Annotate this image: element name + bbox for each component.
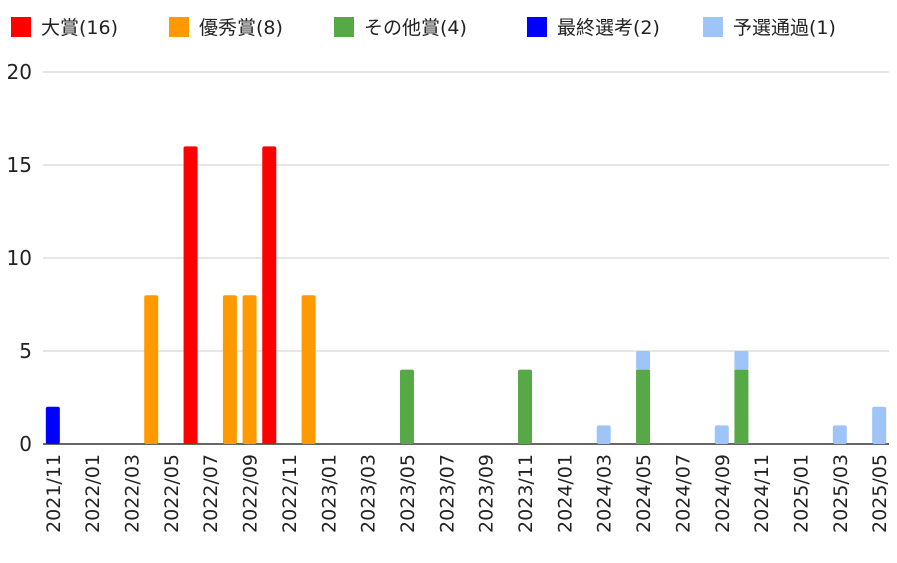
bar-segment xyxy=(734,351,749,370)
bar-segment xyxy=(518,369,533,444)
x-tick-label: 2024/11 xyxy=(751,454,773,533)
x-tick-label: 2024/07 xyxy=(672,454,694,533)
legend-swatch xyxy=(11,17,31,37)
bar-segment xyxy=(399,369,414,444)
y-tick-label: 20 xyxy=(7,60,32,84)
gridlines xyxy=(43,71,889,445)
y-tick-label: 0 xyxy=(19,432,32,456)
x-tick-label: 2025/03 xyxy=(830,454,852,533)
legend-swatch xyxy=(527,17,547,37)
y-tick-label: 15 xyxy=(7,153,32,177)
x-tick-label: 2021/11 xyxy=(43,454,65,533)
x-tick-label: 2024/03 xyxy=(594,454,616,533)
legend: 大賞(16) 優秀賞(8) その他賞(4) 最終選考(2) 予選通過(1) xyxy=(11,17,836,39)
legend-label: その他賞(4) xyxy=(364,17,467,39)
legend-swatch xyxy=(169,17,189,37)
bar-segment xyxy=(872,406,887,444)
x-tick-label: 2023/03 xyxy=(358,454,380,533)
legend-swatch xyxy=(703,17,723,37)
legend-swatch xyxy=(334,17,354,37)
y-tick-label: 10 xyxy=(7,246,32,270)
x-tick-label: 2022/01 xyxy=(82,454,104,533)
x-tick-label: 2023/11 xyxy=(515,454,537,533)
bar-segment xyxy=(636,369,651,444)
bar-segment xyxy=(222,295,237,444)
bar-segment xyxy=(832,425,847,444)
bar-segment xyxy=(144,295,159,444)
legend-label: 大賞(16) xyxy=(41,17,118,39)
x-tick-label: 2022/05 xyxy=(161,454,183,533)
x-tick-label: 2024/09 xyxy=(712,454,734,533)
bar-segment xyxy=(262,146,277,444)
bar-segment xyxy=(45,406,60,444)
bar-segment xyxy=(183,146,198,444)
x-tick-label: 2025/01 xyxy=(790,454,812,533)
x-tick-label: 2023/05 xyxy=(397,454,419,533)
bar-segment xyxy=(242,295,257,444)
x-axis: 2021/11 2022/01 2022/03 2022/05 2022/07 2022/… xyxy=(43,454,891,533)
x-tick-label: 2022/09 xyxy=(240,454,262,533)
bars xyxy=(45,146,887,444)
legend-label: 予選通過(1) xyxy=(733,17,836,39)
legend-label: 最終選考(2) xyxy=(557,17,660,39)
x-tick-label: 2023/07 xyxy=(436,454,458,533)
x-tick-label: 2023/09 xyxy=(476,454,498,533)
x-tick-label: 2023/01 xyxy=(318,454,340,533)
bar-segment xyxy=(714,425,729,444)
y-tick-label: 5 xyxy=(19,339,32,363)
x-tick-label: 2022/03 xyxy=(122,454,144,533)
bar-segment xyxy=(636,351,651,370)
x-tick-label: 2022/07 xyxy=(200,454,222,533)
bar-segment xyxy=(301,295,316,444)
legend-label: 優秀賞(8) xyxy=(199,17,283,39)
bar-segment xyxy=(734,369,749,444)
x-tick-label: 2024/01 xyxy=(554,454,576,533)
x-tick-label: 2024/05 xyxy=(633,454,655,533)
y-axis: 0 5 10 15 20 xyxy=(7,60,32,456)
x-tick-label: 2022/11 xyxy=(279,454,301,533)
x-tick-label: 2025/05 xyxy=(869,454,891,533)
bar-segment xyxy=(596,425,611,444)
